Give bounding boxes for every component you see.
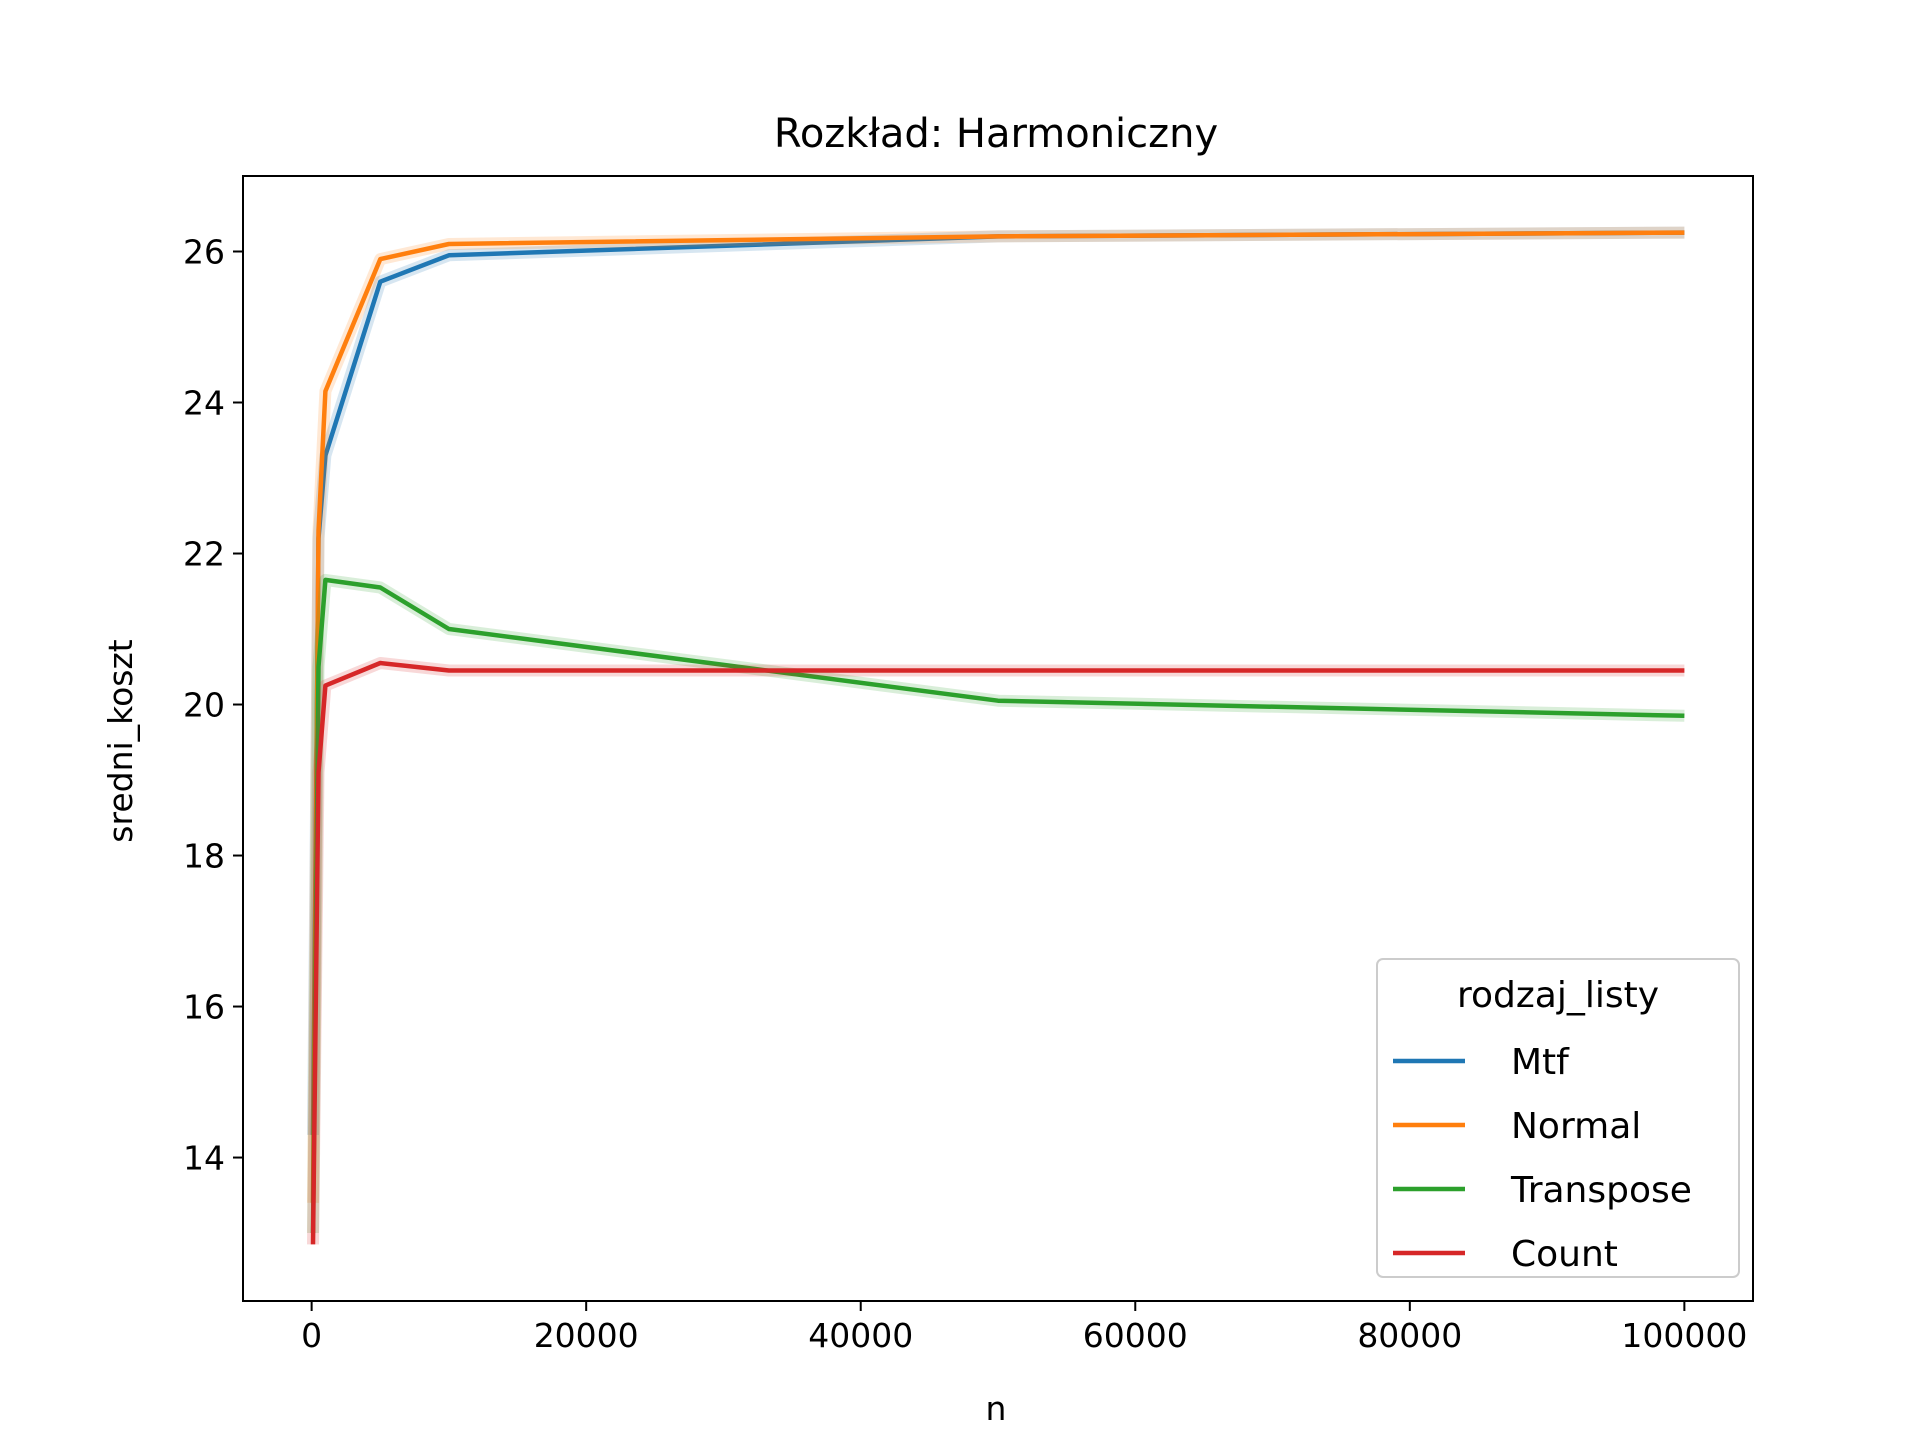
y-tick-label: 22 xyxy=(183,535,225,574)
y-tick-label: 16 xyxy=(183,988,225,1027)
legend-label-transpose: Transpose xyxy=(1510,1170,1692,1211)
x-tick-label: 20000 xyxy=(534,1316,639,1355)
y-tick-label: 18 xyxy=(183,837,225,876)
series-line-count xyxy=(310,660,1685,1245)
x-tick-label: 40000 xyxy=(808,1316,913,1355)
legend-label-count: Count xyxy=(1511,1234,1618,1275)
legend-title: rodzaj_listy xyxy=(1457,975,1659,1016)
x-axis: 0 20000 40000 60000 80000 100000 xyxy=(301,1301,1747,1355)
series-layer xyxy=(307,226,1685,1245)
y-axis: 14 16 18 20 22 24 26 xyxy=(183,233,243,1178)
x-tick-label: 80000 xyxy=(1357,1316,1462,1355)
plot-frame xyxy=(242,175,1754,1302)
chart-title: Rozkład: Harmoniczny xyxy=(774,111,1218,157)
x-tick-label: 60000 xyxy=(1083,1316,1188,1355)
legend-label-normal: Normal xyxy=(1511,1106,1641,1147)
y-tick-label: 24 xyxy=(183,384,225,423)
x-tick-label: 100000 xyxy=(1621,1316,1747,1355)
y-tick-label: 26 xyxy=(183,233,225,272)
legend: rodzaj_listy Mtf Normal Transpose Count xyxy=(1376,958,1740,1278)
y-tick-label: 14 xyxy=(183,1139,225,1178)
series-line-transpose xyxy=(310,577,1685,1234)
legend-label-mtf: Mtf xyxy=(1511,1042,1570,1083)
y-axis-label: sredni_koszt xyxy=(101,639,140,843)
y-tick-label: 20 xyxy=(183,686,225,725)
x-axis-label: n xyxy=(986,1389,1007,1428)
x-tick-label: 0 xyxy=(301,1316,322,1355)
legend-box xyxy=(1376,958,1740,1278)
series-line-normal xyxy=(310,230,1685,1203)
